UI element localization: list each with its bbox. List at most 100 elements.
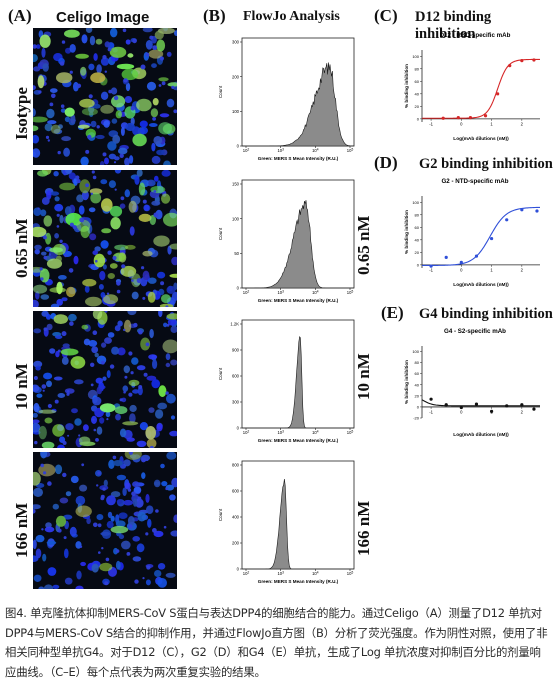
dose-data-point — [520, 59, 524, 63]
histogram-ytick: 150 — [232, 182, 240, 187]
histogram-xtick: 105 — [347, 430, 354, 436]
panel-e-title: G4 binding inhibition — [419, 306, 553, 322]
dose-xlabel: Log(mAb dilutions (nM)) — [453, 282, 509, 288]
dose-data-point — [496, 92, 500, 96]
histogram-ytick: 50 — [234, 251, 239, 256]
dose-ylabel: % binding inhibition — [404, 210, 409, 254]
dose-ytick: 60 — [415, 79, 420, 84]
histogram-xtick: 103 — [277, 290, 284, 296]
dose-xtick: 0 — [460, 267, 463, 272]
dose-data-point — [508, 64, 512, 68]
histogram-xlabel: Green: MERS S Mean Intensity (R.U.) — [258, 579, 339, 584]
dose-ytick: 40 — [415, 382, 420, 387]
panel-c-letter: (C) — [374, 6, 398, 25]
histogram-ytick: 600 — [232, 489, 240, 494]
histogram-ytick: 800 — [232, 463, 240, 468]
dose-response-chart-d12: D12 - RBD-specific mAb 0 20 40 60 80 100 -1 0 1 2%… — [404, 32, 541, 142]
histogram-ylabel: Count — [218, 85, 223, 98]
dose-ytick: 20 — [415, 250, 420, 255]
dose-data-point — [441, 116, 445, 120]
histogram-xtick: 105 — [347, 571, 354, 577]
histogram-ytick: 600 — [232, 374, 240, 379]
flowjo-histogram-isotype: Count 0 100 200 300 102 103 104 105 Green: MERS S… — [218, 37, 355, 161]
flowjo-histogram-0.65nm: Count 0 50 100 150 102 103 104 105 Green: MERS S … — [218, 179, 355, 303]
row-label-isotype: Isotype — [12, 87, 31, 140]
dose-ytick: 20 — [415, 104, 420, 109]
histogram-peak — [242, 200, 354, 289]
histogram-ytick: 300 — [232, 40, 240, 45]
dose-ytick: 0 — [417, 262, 420, 267]
dose-ytick: 80 — [415, 360, 420, 365]
row-label-right-10nm: 10 nM — [354, 353, 373, 400]
histogram-ytick: 0 — [237, 144, 240, 149]
dose-data-point — [429, 264, 433, 268]
flowjo-histogram-10nm: Count 0 300 600 900 1.2K 102 103 104 105 Green: ME… — [218, 319, 355, 443]
panel-b-title: FlowJo Analysis — [243, 9, 340, 24]
histogram-ytick: 1.2K — [230, 322, 239, 327]
histogram-ytick: 0 — [237, 567, 240, 572]
dose-xtick: 2 — [521, 409, 524, 414]
dose-data-point — [520, 403, 524, 407]
dose-ytick: 80 — [415, 212, 420, 217]
histogram-xlabel: Green: MERS S Mean Intensity (R.U.) — [258, 156, 339, 161]
dose-data-point — [474, 402, 479, 406]
dose-ytick: 100 — [412, 200, 419, 205]
dose-xtick: -1 — [429, 121, 433, 126]
dose-xlabel: Log(mAb dilutions (nM)) — [453, 136, 509, 142]
histogram-peak — [242, 479, 354, 570]
dose-xtick: 1 — [490, 121, 493, 126]
histogram-xtick: 104 — [312, 571, 319, 577]
histogram-ytick: 900 — [232, 348, 240, 353]
dose-data-point — [532, 407, 536, 411]
dose-data-point — [532, 58, 536, 62]
dose-chart-title: G4 - S2-specific mAb — [444, 328, 506, 335]
celigo-image-166nm — [33, 452, 177, 589]
celigo-image-isotype — [33, 28, 177, 165]
row-label-0.65nm: 0.65 nM — [12, 218, 31, 279]
histogram-ytick: 0 — [237, 426, 240, 431]
histogram-xtick: 103 — [277, 148, 284, 154]
dose-data-point — [459, 260, 463, 264]
row-label-10nm: 10 nM — [12, 363, 31, 410]
dose-ylabel: % binding inhibition — [404, 360, 409, 404]
dose-ytick: 60 — [415, 225, 420, 230]
dose-data-point — [468, 116, 473, 120]
dose-response-chart-g4: G4 - S2-specific mAb-20020406080100-1012… — [404, 328, 540, 438]
dose-xtick: 0 — [460, 409, 463, 414]
histogram-peak — [242, 336, 354, 429]
dose-chart-title: G2 - NTD-specific mAb — [441, 178, 508, 185]
dose-data-point — [444, 403, 448, 407]
dose-chart-title: D12 - RBD-specific mAb — [440, 32, 511, 39]
dose-ytick: 100 — [412, 349, 419, 354]
dose-ytick: 60 — [415, 371, 420, 376]
dose-data-point — [429, 397, 433, 401]
dose-ytick: 20 — [415, 393, 420, 398]
dose-xtick: -1 — [429, 409, 433, 414]
histogram-xtick: 103 — [277, 571, 284, 577]
histogram-xtick: 103 — [277, 430, 284, 436]
panel-a-title: Celigo Image — [56, 9, 150, 26]
dose-ytick: 40 — [415, 237, 420, 242]
panel-c-title: D12 binding inhibition — [415, 9, 492, 42]
histogram-xlabel: Green: MERS S Mean Intensity (R.U.) — [258, 438, 339, 443]
dose-data-point — [444, 255, 448, 259]
dose-xtick: 2 — [521, 267, 524, 272]
histogram-xtick: 104 — [312, 148, 319, 154]
dose-ytick: 100 — [412, 54, 419, 59]
dose-data-point — [456, 116, 460, 120]
dose-xtick: 0 — [460, 121, 463, 126]
row-label-166nm: 166 nM — [12, 502, 31, 558]
row-label-right-0.65nm: 0.65 nM — [354, 215, 373, 276]
celigo-image-0.65nm — [33, 170, 177, 307]
micrograph — [33, 311, 177, 448]
histogram-ytick: 100 — [232, 109, 240, 114]
dose-fit-curve — [421, 399, 540, 407]
histogram-xtick: 104 — [312, 290, 319, 296]
histogram-ylabel: Count — [218, 367, 223, 380]
histogram-xtick: 104 — [312, 430, 319, 436]
dose-data-point — [535, 209, 539, 213]
dose-ytick: 40 — [415, 91, 420, 96]
histogram-ytick: 300 — [232, 400, 240, 405]
dose-ylabel: % binding inhibition — [404, 64, 409, 108]
histogram-ytick: 100 — [232, 216, 240, 221]
